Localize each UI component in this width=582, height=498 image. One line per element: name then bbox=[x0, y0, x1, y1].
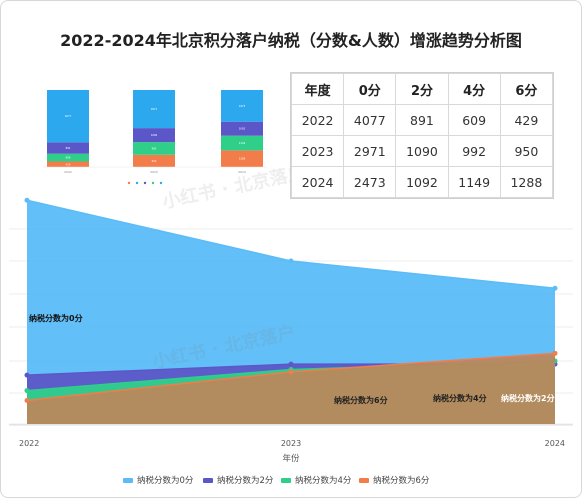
table-cell: 1149 bbox=[447, 166, 501, 198]
chart-title: 2022-2024年北京积分落户纳税（分数&人数）增涨趋势分析图 bbox=[60, 31, 522, 50]
mini-bar-value: 950 bbox=[152, 159, 157, 163]
mini-x-tick-label: 2024 bbox=[238, 170, 246, 174]
mini-legend-dot bbox=[151, 181, 155, 185]
table-header-cell: 2分 bbox=[395, 73, 449, 105]
series-area bbox=[27, 353, 555, 424]
mini-bar-value: 992 bbox=[152, 147, 157, 151]
mini-bar-value: 1149 bbox=[239, 141, 246, 145]
data-point bbox=[552, 285, 558, 291]
data-point bbox=[552, 350, 558, 356]
legend-swatch bbox=[281, 478, 291, 483]
table-cell: 2024 bbox=[290, 166, 345, 198]
mini-bar-segment bbox=[133, 154, 175, 167]
table-cell: 2971 bbox=[343, 135, 397, 167]
table-row: 2024 2473 1092 1149 1288 bbox=[290, 166, 554, 198]
table-header-cell: 4分 bbox=[447, 73, 501, 105]
table-cell: 2022 bbox=[290, 104, 345, 136]
data-point bbox=[288, 369, 294, 375]
legend-label: 纳税分数为0分 bbox=[137, 475, 194, 486]
legend-swatch bbox=[359, 478, 369, 483]
x-tick-label: 2024 bbox=[545, 439, 565, 448]
mini-bar-value: 2473 bbox=[239, 104, 246, 108]
legend-label: 纳税分数为4分 bbox=[295, 475, 352, 486]
mini-x-tick-label: 2022 bbox=[64, 170, 72, 174]
mini-bar-segment bbox=[221, 90, 263, 122]
area-annotation: 纳税分数为4分 bbox=[433, 393, 487, 403]
table-row: 2022 4077 891 609 429 bbox=[290, 104, 554, 136]
table-header-row: 年度 0分 2分 4分 6分 bbox=[290, 73, 554, 105]
mini-bar-value: 1288 bbox=[239, 157, 246, 161]
table-cell: 891 bbox=[395, 104, 449, 136]
legend-label: 纳税分数为6分 bbox=[373, 475, 430, 486]
mini-bar-segment bbox=[47, 90, 89, 143]
table-row: 2023 2971 1090 992 950 bbox=[290, 135, 554, 167]
mini-bar-segment bbox=[47, 153, 89, 162]
mini-bar-segment bbox=[133, 90, 175, 129]
table-cell: 950 bbox=[499, 135, 554, 167]
table-header-cell: 6分 bbox=[499, 73, 554, 105]
x-tick-label: 2023 bbox=[281, 439, 301, 448]
mini-bar-segment bbox=[47, 161, 89, 167]
mini-legend-dot bbox=[135, 181, 139, 185]
mini-legend-dot bbox=[127, 181, 131, 185]
mini-legend-dot bbox=[159, 181, 163, 185]
mini-bar-value: 891 bbox=[66, 146, 71, 150]
mini-bar-segment bbox=[47, 142, 89, 154]
data-table: 年度 0分 2分 4分 6分 2022 4077 891 609 429 2023 2971 1090 9… bbox=[290, 73, 554, 198]
mini-x-tick-label: 2023 bbox=[150, 170, 158, 174]
data-point bbox=[24, 372, 30, 378]
legend-swatch bbox=[123, 478, 133, 483]
mini-bar-segment bbox=[133, 142, 175, 155]
area-annotation: 纳税分数为0分 bbox=[29, 313, 83, 323]
mini-bar-value: 4077 bbox=[65, 114, 72, 118]
mini-bar-value: 2971 bbox=[151, 107, 158, 111]
mini-bar-segment bbox=[221, 135, 263, 151]
table-cell: 992 bbox=[447, 135, 501, 167]
table-cell: 429 bbox=[499, 104, 554, 136]
table-cell: 1288 bbox=[499, 166, 554, 198]
mini-bar-value: 1090 bbox=[151, 133, 158, 137]
mini-bar-value: 609 bbox=[66, 156, 71, 160]
x-tick-label: 2022 bbox=[19, 439, 39, 448]
data-point bbox=[24, 197, 30, 203]
legend-label: 纳税分数为2分 bbox=[217, 475, 274, 486]
legend-swatch bbox=[203, 478, 213, 483]
data-point bbox=[288, 258, 294, 264]
mini-bar-segment bbox=[221, 150, 263, 167]
table-cell: 2473 bbox=[343, 166, 397, 198]
data-point bbox=[24, 388, 30, 394]
table-header-cell: 年度 bbox=[290, 73, 345, 105]
table-header-cell: 0分 bbox=[343, 73, 397, 105]
data-point bbox=[288, 361, 294, 367]
area-annotation: 纳税分数为6分 bbox=[334, 395, 388, 405]
table-cell: 1090 bbox=[395, 135, 449, 167]
x-axis-label: 年份 bbox=[282, 453, 300, 464]
mini-bar-segment bbox=[221, 121, 263, 136]
table-cell: 4077 bbox=[343, 104, 397, 136]
mini-stacked-bar-chart: 429 609 891 4077 2022 950 992 1090 2971 2023 1288 1… bbox=[43, 90, 267, 185]
mini-bar-value: 429 bbox=[66, 162, 71, 166]
data-point bbox=[24, 397, 30, 403]
mini-bar-segment bbox=[133, 128, 175, 143]
table-cell: 609 bbox=[447, 104, 501, 136]
table-cell: 1092 bbox=[395, 166, 449, 198]
area-annotation: 纳税分数为2分 bbox=[501, 393, 555, 403]
mini-bar-value: 1092 bbox=[239, 127, 246, 131]
table-cell: 2023 bbox=[290, 135, 345, 167]
mini-legend-dot bbox=[143, 181, 147, 185]
